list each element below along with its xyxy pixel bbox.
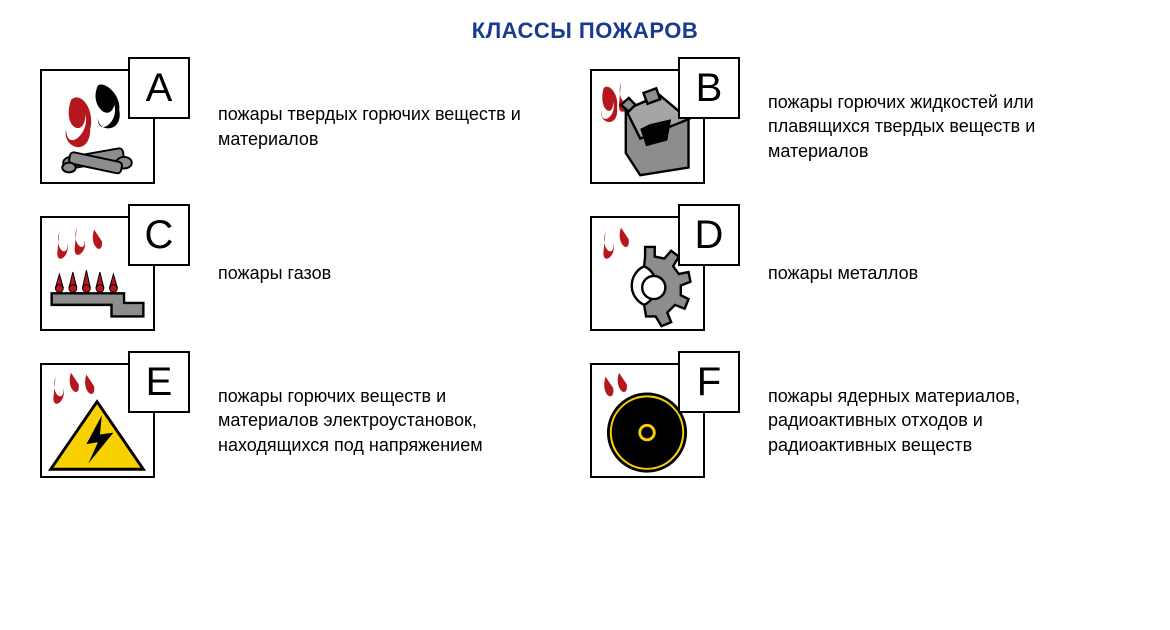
class-item-d: D пожары металлов: [590, 216, 1130, 331]
class-desc: пожары горючих веществ и материалов элек…: [218, 384, 548, 457]
icon-wrap: F: [590, 363, 750, 478]
class-letter: C: [128, 204, 190, 266]
class-letter: E: [128, 351, 190, 413]
class-letter: F: [678, 351, 740, 413]
icon-wrap: D: [590, 216, 750, 331]
icon-wrap: A: [40, 69, 200, 184]
class-desc: пожары газов: [218, 261, 331, 285]
classes-grid: A пожары твердых горючих веществ и матер…: [40, 69, 1130, 478]
class-item-e: E пожары горючих веществ и материалов эл…: [40, 363, 580, 478]
class-desc: пожары металлов: [768, 261, 918, 285]
class-letter: B: [678, 57, 740, 119]
class-item-b: B пожары горючих жидкостей или плавящихс…: [590, 69, 1130, 184]
class-item-a: A пожары твердых горючих веществ и матер…: [40, 69, 580, 184]
class-item-f: F пожары ядерных материалов, радиоактивн…: [590, 363, 1130, 478]
class-desc: пожары горючих жидкостей или плавящихся …: [768, 90, 1098, 163]
class-item-c: C пожары газов: [40, 216, 580, 331]
class-desc: пожары ядерных материалов, радиоактивных…: [768, 384, 1098, 457]
class-desc: пожары твердых горючих веществ и материа…: [218, 102, 548, 151]
class-letter: D: [678, 204, 740, 266]
class-letter: A: [128, 57, 190, 119]
icon-wrap: C: [40, 216, 200, 331]
icon-wrap: E: [40, 363, 200, 478]
icon-wrap: B: [590, 69, 750, 184]
page-title: КЛАССЫ ПОЖАРОВ: [40, 18, 1130, 44]
